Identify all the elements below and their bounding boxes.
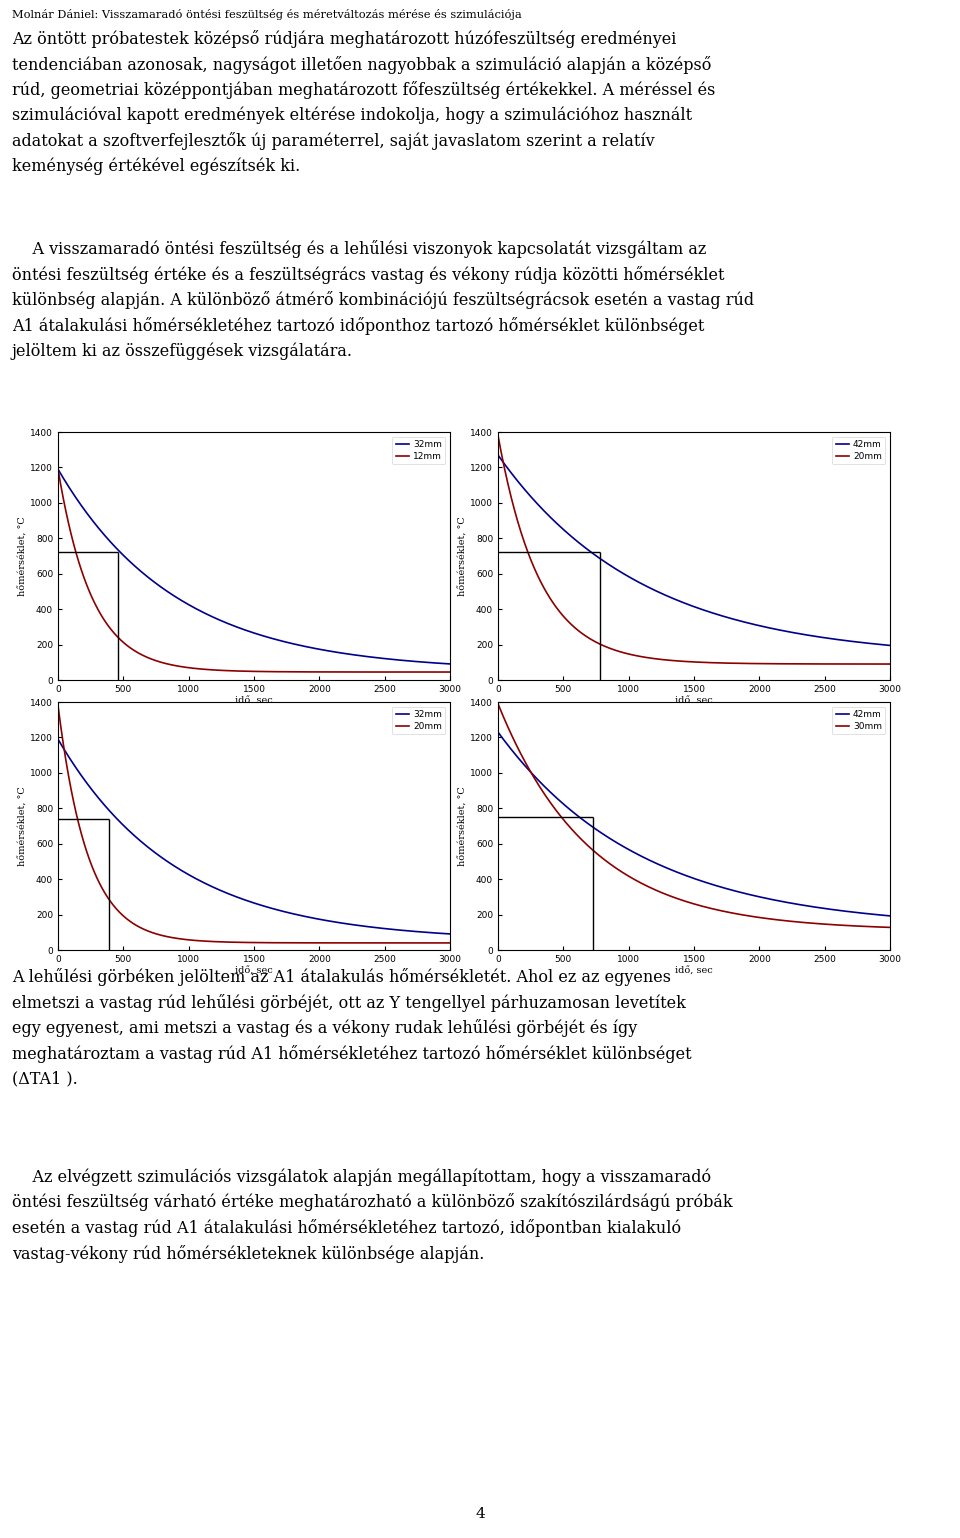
30mm: [723, 903, 734, 921]
32mm: [283, 634, 295, 652]
Legend: 32mm, 12mm: 32mm, 12mm: [393, 437, 445, 464]
42mm: [492, 446, 504, 464]
30mm: [787, 912, 799, 930]
Y-axis label: hőmérséklet, °C: hőmérséklet, °C: [18, 517, 28, 595]
42mm: [492, 723, 504, 741]
32mm: [52, 731, 63, 749]
42mm: [723, 609, 734, 628]
X-axis label: idő, sec: idő, sec: [235, 967, 273, 975]
Line: 32mm: 32mm: [58, 469, 450, 664]
42mm: [669, 591, 681, 609]
32mm: [444, 655, 456, 674]
20mm: [153, 926, 164, 944]
Text: 4: 4: [475, 1507, 485, 1521]
32mm: [52, 460, 63, 478]
30mm: [884, 918, 896, 937]
12mm: [444, 663, 456, 681]
Line: 20mm: 20mm: [498, 435, 890, 664]
Line: 32mm: 32mm: [58, 740, 450, 934]
32mm: [229, 617, 241, 635]
42mm: [884, 637, 896, 655]
Line: 30mm: 30mm: [498, 704, 890, 927]
32mm: [314, 910, 325, 929]
20mm: [314, 934, 325, 952]
Legend: 32mm, 20mm: 32mm, 20mm: [393, 706, 445, 735]
Text: Az elvégzett szimulációs vizsgálatok alapján megállapítottam, hogy a visszamarad: Az elvégzett szimulációs vizsgálatok ala…: [12, 1167, 732, 1263]
42mm: [669, 863, 681, 881]
20mm: [723, 654, 734, 672]
32mm: [283, 904, 295, 923]
Legend: 42mm, 30mm: 42mm, 30mm: [832, 706, 885, 735]
30mm: [492, 695, 504, 714]
Text: Molnár Dániel: Visszamaradó öntési feszültség és méretváltozás mérése és szimulá: Molnár Dániel: Visszamaradó öntési feszü…: [12, 9, 521, 20]
42mm: [884, 907, 896, 926]
Line: 12mm: 12mm: [58, 469, 450, 672]
20mm: [787, 655, 799, 674]
30mm: [754, 909, 765, 927]
32mm: [153, 846, 164, 864]
42mm: [787, 623, 799, 641]
32mm: [444, 924, 456, 943]
Legend: 42mm, 20mm: 42mm, 20mm: [832, 437, 885, 464]
Y-axis label: hőmérséklet, °C: hőmérséklet, °C: [458, 786, 468, 866]
12mm: [348, 663, 359, 681]
42mm: [723, 880, 734, 898]
X-axis label: idő, sec: idő, sec: [675, 967, 713, 975]
32mm: [122, 551, 133, 569]
42mm: [593, 549, 605, 568]
20mm: [492, 426, 504, 444]
Y-axis label: hőmérséklet, °C: hőmérséklet, °C: [458, 517, 468, 595]
30mm: [562, 815, 573, 834]
42mm: [754, 617, 765, 635]
20mm: [754, 654, 765, 672]
12mm: [283, 663, 295, 681]
32mm: [348, 915, 359, 934]
12mm: [153, 652, 164, 671]
12mm: [52, 460, 63, 478]
Text: A lehűlési görbéken jelöltem az A1 átalakulás hőmérsékletét. Ahol ez az egyenes
: A lehűlési görbéken jelöltem az A1 átala…: [12, 967, 691, 1087]
42mm: [754, 887, 765, 906]
30mm: [669, 889, 681, 907]
20mm: [669, 652, 681, 671]
Line: 42mm: 42mm: [498, 455, 890, 646]
42mm: [562, 798, 573, 817]
20mm: [348, 934, 359, 952]
20mm: [52, 697, 63, 715]
12mm: [314, 663, 325, 681]
32mm: [229, 887, 241, 906]
42mm: [562, 524, 573, 543]
12mm: [229, 661, 241, 680]
X-axis label: idő, sec: idő, sec: [675, 697, 713, 706]
42mm: [593, 821, 605, 840]
20mm: [444, 934, 456, 952]
X-axis label: idő, sec: idő, sec: [235, 697, 273, 706]
20mm: [229, 934, 241, 952]
Line: 20mm: 20mm: [58, 706, 450, 943]
20mm: [593, 634, 605, 652]
12mm: [122, 637, 133, 655]
30mm: [593, 846, 605, 864]
32mm: [314, 640, 325, 658]
Text: Az öntött próbatestek középső rúdjára meghatározott húzófeszültség eredményei
te: Az öntött próbatestek középső rúdjára me…: [12, 31, 715, 175]
42mm: [787, 894, 799, 912]
Text: A visszamaradó öntési feszültség és a lehűlési viszonyok kapcsolatát vizsgáltam : A visszamaradó öntési feszültség és a le…: [12, 240, 755, 360]
Y-axis label: hőmérséklet, °C: hőmérséklet, °C: [18, 786, 28, 866]
32mm: [348, 646, 359, 664]
20mm: [562, 611, 573, 629]
20mm: [122, 910, 133, 929]
32mm: [122, 820, 133, 838]
Line: 42mm: 42mm: [498, 732, 890, 917]
20mm: [884, 655, 896, 674]
32mm: [153, 577, 164, 595]
20mm: [283, 934, 295, 952]
